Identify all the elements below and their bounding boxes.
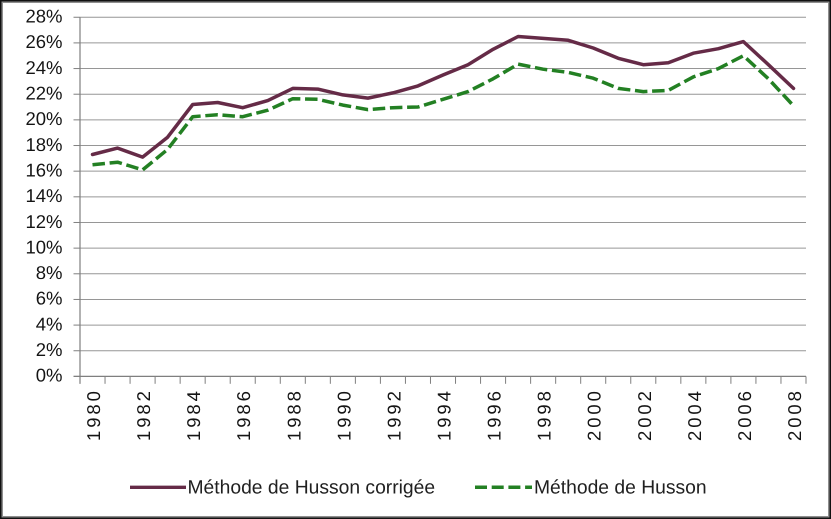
svg-text:20%: 20% [25, 108, 62, 129]
svg-text:14%: 14% [25, 185, 62, 206]
svg-text:2008: 2008 [784, 388, 805, 441]
svg-text:1994: 1994 [434, 388, 455, 441]
svg-text:28%: 28% [25, 6, 62, 27]
svg-text:Méthode de Husson: Méthode de Husson [534, 478, 707, 499]
svg-text:18%: 18% [25, 134, 62, 155]
svg-text:2002: 2002 [634, 388, 655, 441]
svg-text:1988: 1988 [283, 388, 304, 441]
svg-text:Méthode de Husson corrigée: Méthode de Husson corrigée [188, 478, 436, 499]
svg-text:2006: 2006 [734, 388, 755, 441]
svg-text:6%: 6% [36, 288, 63, 309]
svg-text:26%: 26% [25, 31, 62, 52]
svg-text:1996: 1996 [484, 388, 505, 441]
svg-text:1990: 1990 [333, 388, 354, 441]
svg-text:1984: 1984 [183, 388, 204, 441]
svg-text:0%: 0% [36, 365, 63, 386]
svg-text:2000: 2000 [584, 388, 605, 441]
svg-text:1986: 1986 [233, 388, 254, 441]
svg-text:22%: 22% [25, 83, 62, 104]
svg-text:1998: 1998 [534, 388, 555, 441]
svg-text:16%: 16% [25, 159, 62, 180]
svg-text:8%: 8% [36, 262, 63, 283]
svg-text:2004: 2004 [684, 388, 705, 441]
svg-text:24%: 24% [25, 57, 62, 78]
svg-text:12%: 12% [25, 211, 62, 232]
svg-text:1992: 1992 [383, 388, 404, 441]
svg-text:1980: 1980 [83, 388, 104, 441]
svg-text:1982: 1982 [133, 388, 154, 441]
svg-text:2%: 2% [36, 339, 63, 360]
svg-text:10%: 10% [25, 236, 62, 257]
svg-text:4%: 4% [36, 313, 63, 334]
